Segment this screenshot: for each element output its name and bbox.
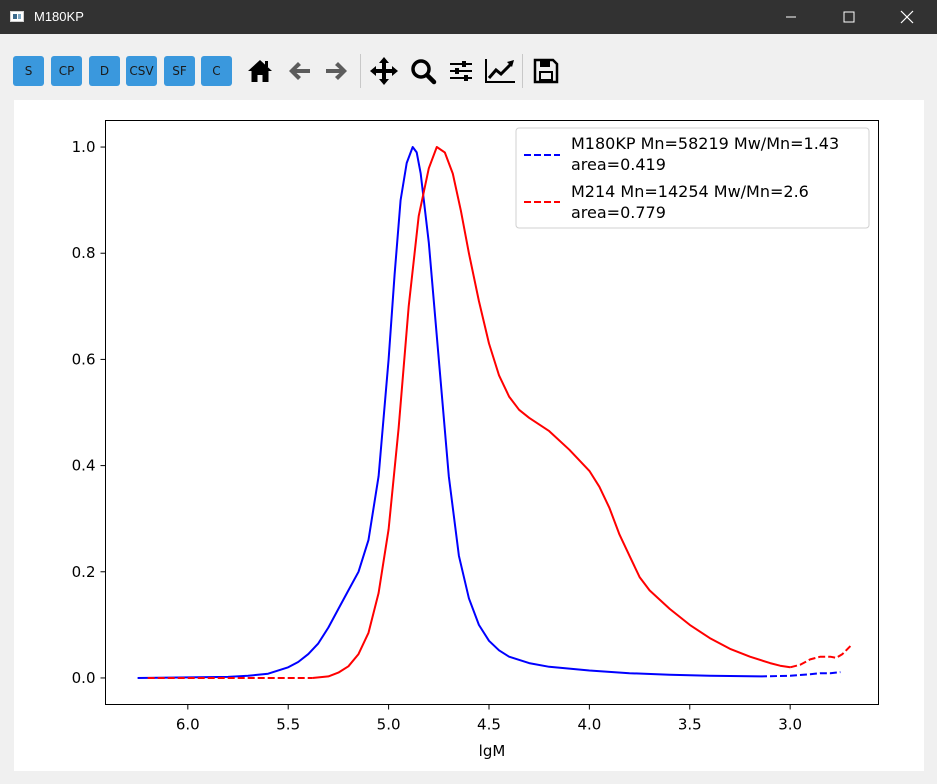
subplots-icon [450,61,472,81]
save-button[interactable] [530,55,562,87]
series-2-solid-line [312,146,791,679]
toolbar: S CP D CSV SF C [0,34,937,100]
chart: 6.0 5.5 5.0 4.5 4.0 3.5 3.0 0.0 0.2 0.4 0.6 0.8 1.0… [72,120,879,760]
back-button[interactable] [283,55,315,87]
toolbar-separator [522,54,523,88]
y-tick-label: 0.0 [72,669,96,687]
plot-canvas: 6.0 5.5 5.0 4.5 4.0 3.5 3.0 0.0 0.2 0.4 0.6 0.8 1.0… [14,100,924,771]
subplots-button[interactable] [445,55,477,87]
home-icon [248,60,272,82]
close-button[interactable] [878,0,936,34]
y-tick-label: 0.4 [72,457,96,475]
zoom-button[interactable] [407,55,439,87]
plot-frame [105,120,879,705]
x-tick-label: 5.5 [276,716,300,734]
x-tick-label: 6.0 [176,716,200,734]
x-tick-label: 4.5 [477,716,501,734]
back-arrow-icon [289,62,310,80]
series-2-dashed-tail [789,645,852,669]
legend-box [515,127,870,229]
series-1-solid-line [137,146,761,679]
edit-curves-icon [485,59,515,83]
legend-label-series-1: M180KP Mn=58219 Mw/Mn=1.43 [571,134,839,153]
legend-area-series-2: area=0.779 [571,203,666,222]
minimize-button[interactable] [762,0,820,34]
y-tick-label: 1.0 [72,138,96,156]
legend[interactable]: M180KP Mn=58219 Mw/Mn=1.43 area=0.419 M2… [515,127,870,229]
x-tick-label: 3.5 [678,716,702,734]
title-bar: M180KP [0,0,937,34]
y-tick-label: 0.8 [72,244,96,262]
x-tick-label: 3.0 [778,716,802,734]
window-title: M180KP [34,9,84,24]
edit-curves-button[interactable] [484,55,516,87]
csv-button[interactable]: CSV [126,56,157,86]
series-1-dashed-tail [759,671,841,678]
legend-area-series-1: area=0.419 [571,155,666,174]
curves-group [137,146,852,679]
c-button[interactable]: C [201,56,232,86]
cp-button[interactable]: CP [51,56,82,86]
sf-button[interactable]: SF [164,56,195,86]
d-button[interactable]: D [89,56,120,86]
x-tick-label: 5.0 [377,716,401,734]
zoom-icon [411,59,437,85]
forward-button[interactable] [321,55,353,87]
pan-button[interactable] [368,55,400,87]
forward-arrow-icon [326,62,347,80]
y-tick-label: 0.6 [72,350,96,368]
x-axis-label: lgM [479,742,506,760]
app-icon [10,11,24,22]
close-icon [900,10,914,24]
save-icon [533,58,559,84]
s-button[interactable]: S [13,56,44,86]
y-ticks: 0.0 0.2 0.4 0.6 0.8 1.0 [72,138,106,687]
x-tick-label: 4.0 [577,716,601,734]
x-ticks: 6.0 5.5 5.0 4.5 4.0 3.5 3.0 [176,704,802,734]
toolbar-separator [360,54,361,88]
maximize-button[interactable] [820,0,878,34]
home-button[interactable] [244,55,276,87]
pan-icon [370,57,398,85]
minimize-icon [786,16,796,18]
legend-label-series-2: M214 Mn=14254 Mw/Mn=2.6 [571,182,809,201]
maximize-icon [843,11,855,23]
y-tick-label: 0.2 [72,563,96,581]
